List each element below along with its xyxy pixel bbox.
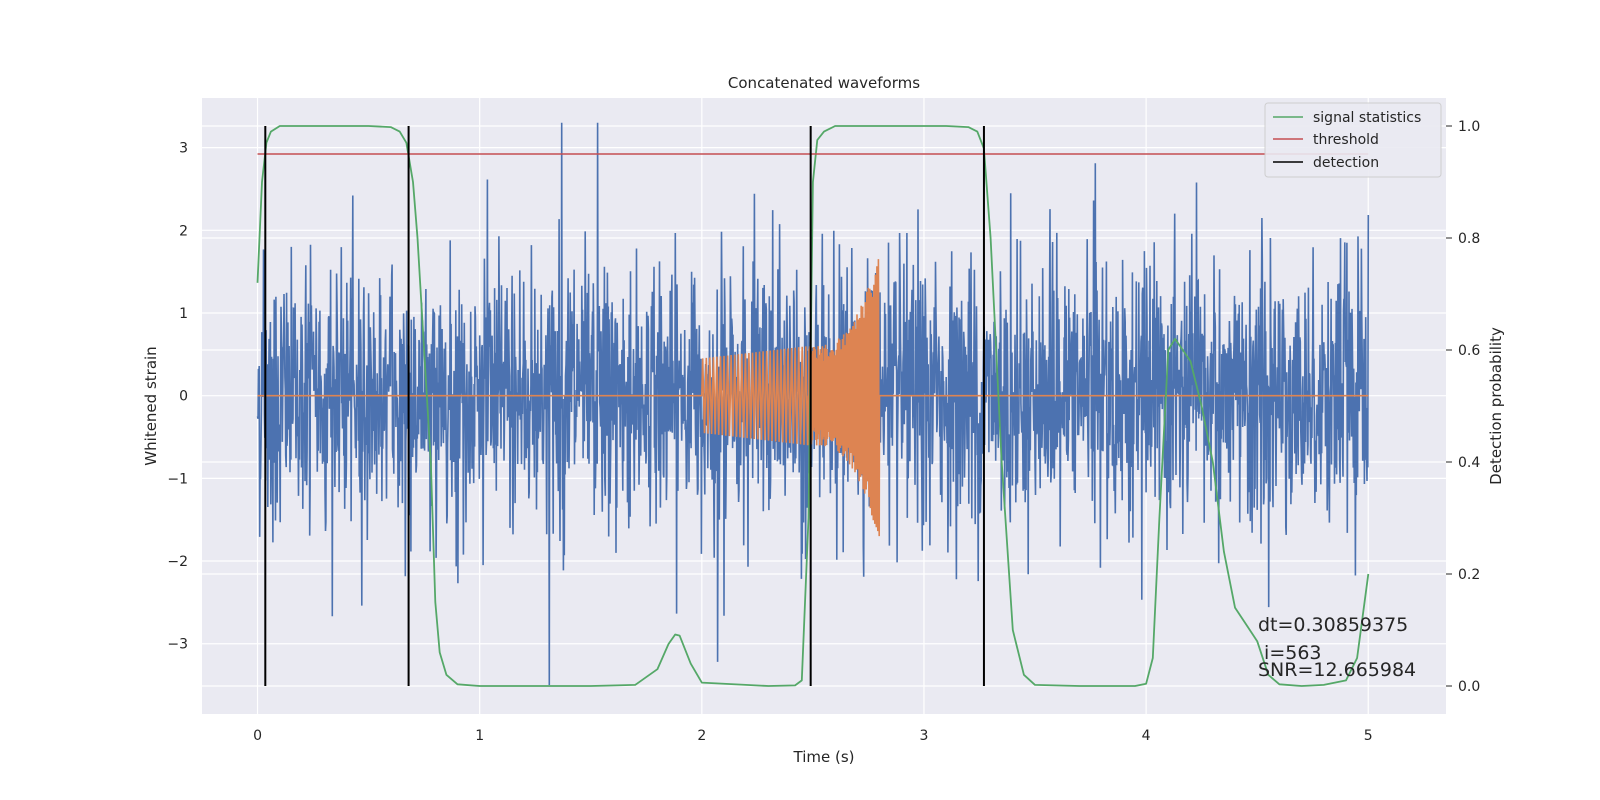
y2-tick-label: 0.6 [1458,343,1480,359]
x-tick-label: 2 [697,728,706,744]
legend-label-signal-statistics: signal statistics [1313,110,1421,126]
legend: signal statistics threshold detection [1264,102,1442,178]
y-axis-label: Whitened strain [142,346,160,465]
series-waveform [257,259,1369,537]
y-tick-label: 1 [179,306,188,322]
y-tick-label: −3 [167,637,188,653]
legend-box [1264,102,1442,178]
y-tick-label: 3 [179,141,188,157]
y2-tick-label: 0.4 [1458,455,1480,471]
y-tick-label: −2 [167,554,188,570]
y-tick-label: 2 [179,223,188,239]
data-traces [256,122,1370,687]
x-tick-label: 0 [253,728,262,744]
legend-label-detection: detection [1313,155,1379,171]
y2-tick-label: 0.0 [1458,679,1480,695]
y-tick-label: −1 [167,471,188,487]
y2-axis-label: Detection probability [1487,327,1505,485]
y2-tick-label: 0.8 [1458,231,1480,247]
y-tick-label: 0 [179,389,188,405]
series-signal-statistics [256,125,1370,687]
x-tick-label: 3 [920,728,929,744]
annotation-snr: SNR=12.665984 [1258,659,1416,681]
x-tick-label: 1 [475,728,484,744]
axis-ticks: 0 1 2 3 4 5 −3 −2 −1 0 1 2 3 0.0 0.2 0.4 0.6 0.8 1.0 [167,119,1480,744]
chart-title: Concatenated waveforms [728,74,920,92]
y2-tick-label: 0.2 [1458,567,1480,583]
x-tick-label: 5 [1364,728,1373,744]
annotation-dt: dt=0.30859375 [1258,614,1408,636]
x-tick-label: 4 [1142,728,1151,744]
y2-tick-label: 1.0 [1458,119,1480,135]
legend-label-threshold: threshold [1313,132,1379,148]
x-axis-label: Time (s) [793,748,855,766]
annotation-index: i=563 [1258,642,1322,664]
